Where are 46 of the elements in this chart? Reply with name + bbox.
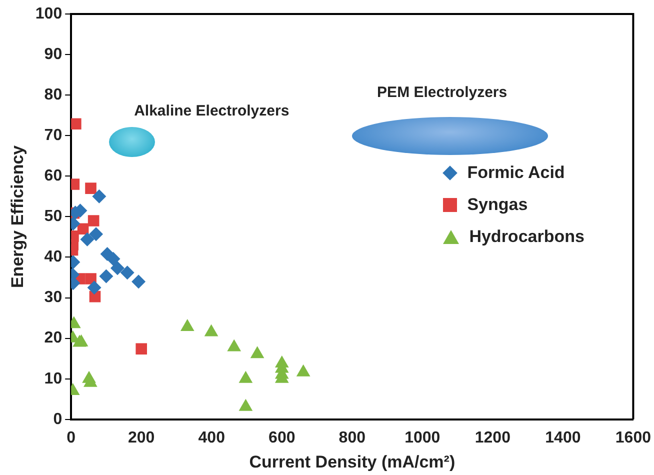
x-axis-title: Current Density (mA/cm²): [249, 452, 456, 472]
y-tick-label: 0: [53, 410, 62, 428]
point: [180, 318, 194, 331]
y-tick-label: 70: [44, 127, 62, 144]
x-tick-label: 800: [338, 429, 366, 446]
y-tick-label: 90: [44, 46, 62, 63]
point: [204, 324, 218, 336]
legend-label: Syngas: [467, 194, 528, 215]
point: [89, 227, 104, 242]
point: [87, 280, 102, 295]
point: [120, 266, 134, 280]
point: [227, 339, 242, 352]
y-tick-label: 60: [44, 168, 62, 185]
annotation: PEM Electrolyzers: [377, 84, 508, 102]
y-tick-label: 40: [44, 248, 62, 266]
y-tick-label: 80: [44, 86, 62, 104]
x-tick-label: 1400: [545, 429, 581, 446]
annotation: Alkaline Electrolyzers: [134, 102, 290, 120]
point: [85, 182, 96, 194]
x-tick-label: 600: [268, 429, 296, 446]
x-tick-label: 1600: [615, 429, 652, 446]
y-tick-label: 30: [44, 289, 62, 306]
point: [71, 118, 82, 130]
point: [88, 215, 100, 226]
point: [110, 261, 124, 276]
point: [80, 232, 94, 246]
x-tick-label: 1200: [474, 429, 511, 446]
point: [296, 364, 310, 376]
legend-label: Formic Acid: [467, 162, 565, 183]
point: [238, 398, 253, 411]
point: [132, 274, 146, 289]
x-tick-label: 200: [128, 429, 155, 446]
point: [106, 252, 120, 266]
point: [99, 269, 114, 284]
y-tick-label: 100: [35, 5, 62, 22]
point: [92, 189, 106, 204]
y-axis-title: Energy Efficiency: [8, 144, 27, 288]
x-tick-label: 0: [66, 429, 76, 446]
legend-label: Hydrocarbons: [469, 226, 584, 247]
y-tick-label: 10: [44, 370, 62, 388]
point: [238, 370, 253, 383]
x-tick-label: 1000: [404, 429, 440, 446]
x-tick-label: 400: [198, 429, 226, 446]
point: [250, 346, 264, 358]
y-tick-label: 50: [44, 208, 62, 226]
y-tick-label: 20: [44, 330, 62, 347]
